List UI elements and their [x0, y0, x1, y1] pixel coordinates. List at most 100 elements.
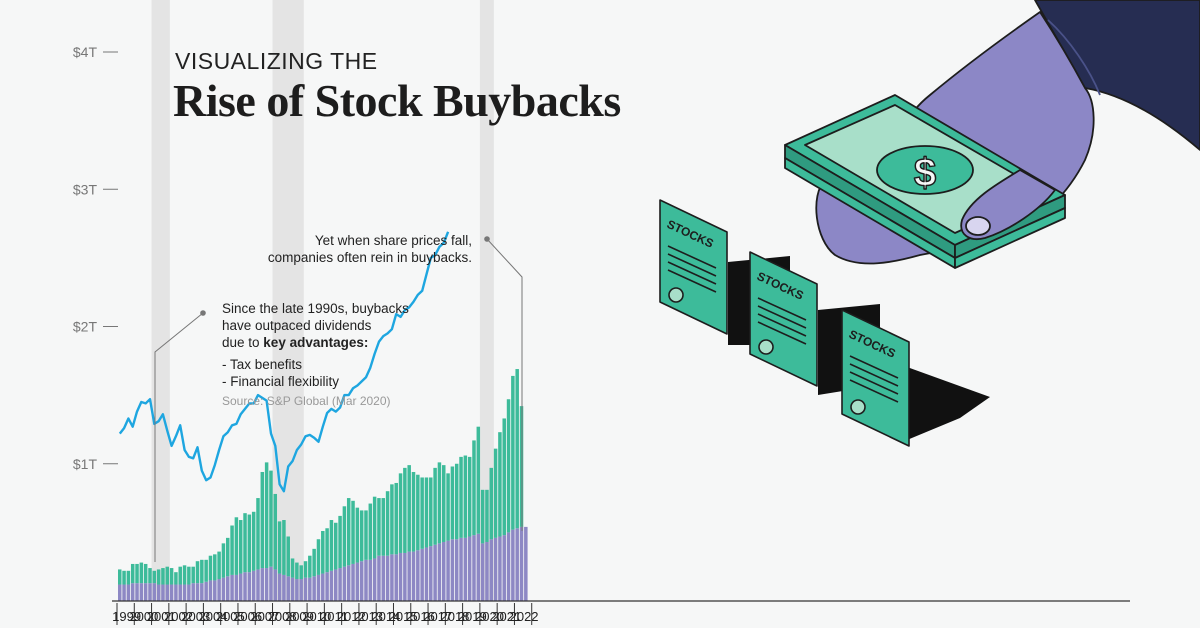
- bar-dividends: [238, 573, 243, 601]
- bar-buybacks: [269, 470, 273, 567]
- annotation-buybacks: Since the late 1990s, buybacks have outp…: [222, 300, 462, 410]
- bar-dividends: [442, 541, 446, 601]
- bar-dividends: [433, 544, 437, 601]
- y-tick-label: $1T: [73, 456, 98, 472]
- bar-buybacks: [221, 543, 226, 578]
- bar-buybacks: [299, 565, 303, 580]
- bars: [118, 369, 528, 601]
- bar-dividends: [217, 579, 221, 601]
- bar-buybacks: [390, 484, 394, 555]
- bar-dividends: [372, 558, 377, 601]
- dollar-sign: $: [914, 151, 936, 195]
- bar-dividends: [191, 583, 195, 601]
- bar-buybacks: [290, 558, 295, 578]
- price-line: [118, 231, 450, 493]
- source-note: Source: S&P Global (Mar 2020): [222, 394, 391, 408]
- bar-buybacks: [459, 456, 463, 538]
- bar-buybacks: [368, 503, 373, 560]
- annotation-price-fall: Yet when share prices fall, companies of…: [240, 232, 472, 266]
- annotation-price-fall-line1: Yet when share prices fall,: [314, 233, 472, 248]
- bar-buybacks: [169, 568, 174, 585]
- bar-dividends: [286, 576, 290, 601]
- bar-buybacks: [420, 477, 424, 549]
- bar-buybacks: [247, 514, 252, 573]
- bar-buybacks: [446, 473, 450, 541]
- bar-buybacks: [437, 462, 442, 544]
- y-tick-label: $2T: [73, 319, 98, 335]
- bar-dividends: [277, 573, 282, 601]
- annotation-key-advantages: key advantages:: [263, 335, 369, 350]
- bar-buybacks: [139, 562, 144, 584]
- recession-shading: [151, 0, 494, 601]
- bar-dividends: [502, 535, 506, 601]
- bar-dividends: [200, 583, 204, 601]
- bar-dividends: [187, 584, 191, 601]
- bar-dividends: [472, 535, 476, 601]
- bar-buybacks: [407, 465, 411, 552]
- bar-dividends: [130, 583, 135, 601]
- bar-buybacks: [208, 555, 213, 581]
- bar-dividends: [118, 584, 122, 601]
- bar-buybacks: [152, 570, 157, 584]
- recession-band: [479, 0, 494, 601]
- bar-buybacks: [191, 566, 195, 584]
- bar-buybacks: [118, 569, 122, 585]
- bar-buybacks: [480, 489, 485, 544]
- x-tick-label: 2022: [510, 609, 539, 624]
- bar-dividends: [316, 574, 321, 601]
- bar-dividends: [446, 540, 450, 601]
- bar-buybacks: [450, 466, 455, 540]
- bar-buybacks: [355, 507, 360, 563]
- bar-dividends: [226, 576, 230, 601]
- bar-dividends: [454, 539, 459, 601]
- bar-buybacks: [506, 399, 511, 533]
- bar-dividends: [403, 552, 407, 601]
- bar-dividends: [493, 537, 498, 601]
- annotation-leaders: [154, 236, 523, 562]
- bar-dividends: [169, 584, 174, 601]
- bar-buybacks: [238, 520, 243, 574]
- hand-with-cash-illustration: $: [784, 0, 1200, 269]
- bar-dividends: [135, 583, 139, 601]
- bar-buybacks: [295, 562, 299, 580]
- leader-dot-note1: [200, 310, 206, 316]
- bar-buybacks: [316, 539, 321, 575]
- bar-buybacks: [463, 455, 468, 538]
- bar-buybacks: [394, 482, 398, 555]
- bar-buybacks: [329, 520, 334, 571]
- bar-dividends: [122, 584, 126, 601]
- bar-buybacks: [489, 467, 494, 540]
- bar-buybacks: [161, 568, 165, 585]
- bar-dividends: [152, 583, 157, 601]
- bar-buybacks: [433, 467, 437, 545]
- bar-buybacks: [424, 477, 429, 548]
- bar-dividends: [178, 584, 182, 601]
- bar-buybacks: [493, 448, 498, 538]
- cuff-line: [1047, 19, 1101, 96]
- bar-buybacks: [282, 520, 286, 575]
- bar-dividends: [338, 568, 342, 601]
- bar-buybacks: [135, 563, 139, 584]
- bar-dividends: [208, 580, 213, 601]
- bar-dividends: [143, 583, 148, 601]
- bar-buybacks: [234, 517, 239, 575]
- bar-dividends: [519, 526, 524, 601]
- bar-buybacks: [472, 440, 476, 536]
- bar-buybacks: [476, 426, 481, 534]
- bill-center-oval: [876, 145, 974, 195]
- bar-dividends: [416, 550, 420, 601]
- bar-buybacks: [398, 473, 403, 553]
- bar-dividends: [346, 565, 351, 601]
- bar-dividends: [303, 577, 308, 601]
- bar-dividends: [156, 584, 161, 601]
- bar-dividends: [312, 576, 316, 601]
- bar-dividends: [511, 529, 515, 601]
- bar-buybacks: [359, 510, 364, 562]
- bar-buybacks: [338, 515, 342, 569]
- bar-buybacks: [321, 531, 325, 574]
- bar-dividends: [437, 543, 442, 601]
- bar-dividends: [398, 552, 403, 601]
- bar-dividends: [351, 563, 355, 601]
- bar-dividends: [182, 584, 187, 601]
- bar-dividends: [308, 577, 312, 601]
